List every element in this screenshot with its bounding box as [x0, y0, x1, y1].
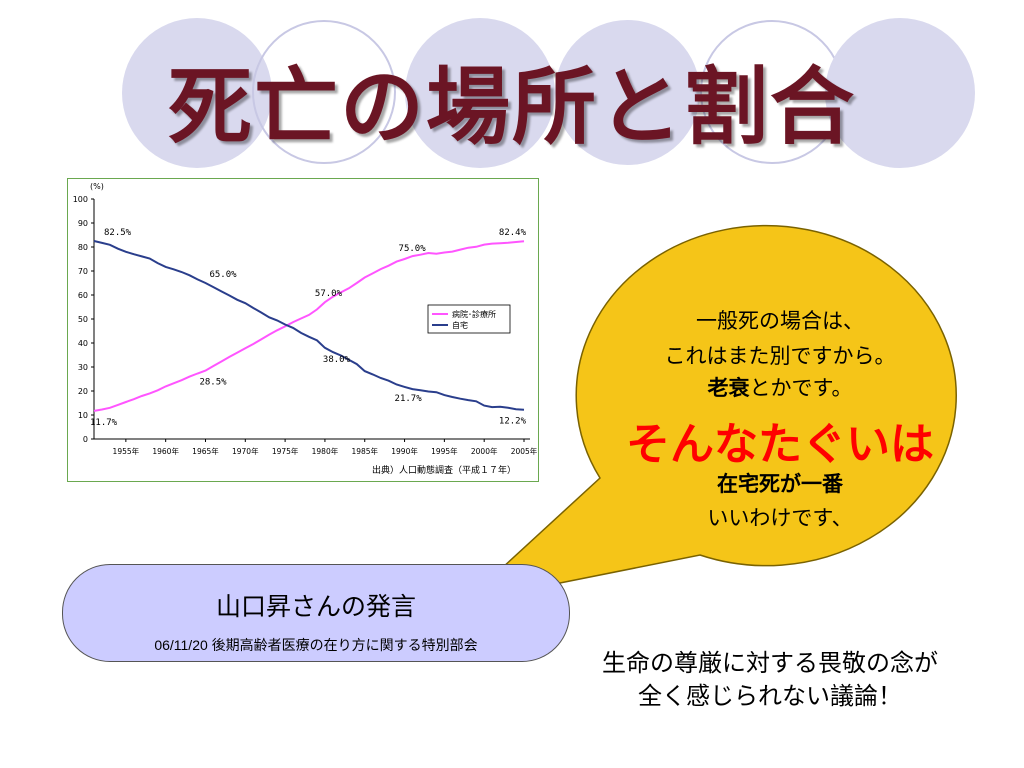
decor-circle: [405, 18, 555, 168]
x-tick-label: 2000年: [471, 446, 498, 456]
decor-circle: [825, 18, 975, 168]
chart-svg: (%) 0 10 20 30 40 50 60 70 80 90 100 1955年 1960年 1965年…: [73, 182, 538, 476]
speech-line-3: 老衰とかです。: [600, 372, 960, 402]
x-tick-label: 1955年: [113, 446, 140, 456]
x-tick-label: 2005年: [511, 446, 538, 456]
y-tick-label: 90: [78, 219, 88, 228]
data-label: 28.5%: [199, 378, 227, 388]
legend-label: 病院･診療所: [452, 309, 496, 319]
y-tick-label: 50: [78, 315, 88, 324]
comment-line-2: 全く感じられない議論！: [638, 682, 902, 710]
speech-line-4: 在宅死が一番: [717, 472, 843, 496]
data-label: 12.2%: [499, 417, 527, 427]
x-tick-label: 1970年: [232, 446, 259, 456]
y-tick-label: 100: [73, 195, 88, 204]
speaker-title: 山口昇さんの発言: [215, 592, 416, 621]
y-tick-label: 10: [78, 411, 88, 420]
speech-bold-word: 老衰: [707, 376, 750, 400]
data-label: 65.0%: [209, 270, 237, 280]
data-label: 11.7%: [90, 418, 118, 428]
decor-circle: [122, 18, 272, 168]
speech-emphasis: そんなたぐいは: [626, 419, 934, 470]
y-tick-label: 80: [78, 243, 88, 252]
x-tick-label: 1980年: [312, 446, 339, 456]
speaker-meeting: 06/11/20 後期高齢者医療の在り方に関する特別部会: [154, 637, 478, 653]
line-chart: (%) 0 10 20 30 40 50 60 70 80 90 100 1955年 1960年 1965年…: [67, 178, 539, 482]
y-tick-label: 0: [83, 435, 88, 444]
data-label: 38.0%: [323, 355, 351, 365]
data-label: 57.0%: [315, 289, 343, 299]
legend-label: 自宅: [452, 320, 468, 330]
data-label: 82.4%: [499, 228, 527, 238]
y-tick-label: 30: [78, 363, 88, 372]
x-tick-label: 1975年: [272, 446, 299, 456]
decor-ring: [252, 20, 396, 164]
decor-circle: [555, 20, 700, 165]
legend-box: [427, 304, 511, 334]
speaker-box: 山口昇さんの発言 06/11/20 後期高齢者医療の在り方に関する特別部会: [62, 564, 570, 662]
x-tick-label: 1990年: [391, 446, 418, 456]
x-tick-label: 1995年: [431, 446, 458, 456]
x-tick-label: 1965年: [192, 446, 219, 456]
y-unit-label: (%): [90, 182, 104, 191]
y-tick-label: 60: [78, 291, 88, 300]
speech-line-2: これはまた別ですから。: [664, 344, 896, 368]
data-label: 82.5%: [104, 228, 132, 238]
series-line-home: [93, 240, 525, 411]
source-note: 出典）人口動態調査（平成１７年）: [372, 464, 516, 476]
data-label: 21.7%: [395, 394, 423, 404]
y-tick-label: 20: [78, 387, 88, 396]
x-tick-label: 1960年: [152, 446, 179, 456]
series-line-hospital: [93, 240, 525, 412]
speech-line-1: 一般死の場合は、: [696, 309, 864, 333]
speech-line-5: いいわけです、: [707, 506, 853, 530]
slide-title: 死亡の場所と割合: [167, 58, 856, 156]
data-label: 75.0%: [399, 244, 427, 254]
speech-line-3-rest: とかです。: [749, 376, 853, 400]
x-tick-label: 1985年: [351, 446, 378, 456]
y-tick-label: 70: [78, 267, 88, 276]
y-tick-label: 40: [78, 339, 88, 348]
comment-line-1: 生命の尊厳に対する畏敬の念が: [602, 649, 938, 677]
speech-bubble-shape: [462, 224, 957, 604]
